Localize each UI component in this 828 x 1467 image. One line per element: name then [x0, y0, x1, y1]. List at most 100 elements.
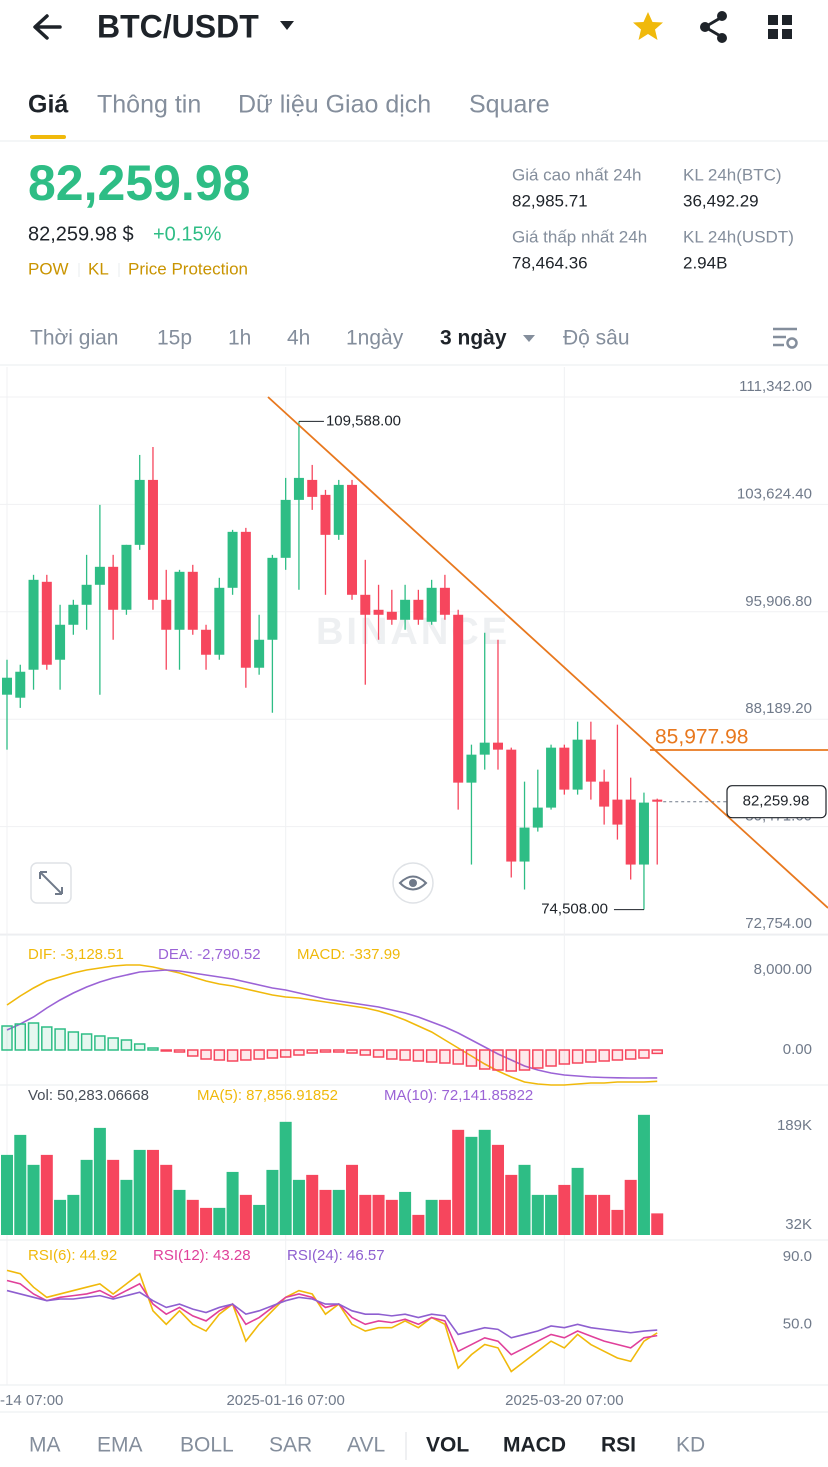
indicator-tab[interactable]: EMA [97, 1434, 143, 1457]
macd-bar [452, 1049, 464, 1065]
volume-bar [624, 1179, 637, 1235]
rsi-line [6, 1269, 658, 1373]
favorite-star[interactable] [633, 12, 663, 40]
candle-body [612, 799, 623, 825]
volume-bar [80, 1159, 93, 1235]
macd-bar [465, 1049, 478, 1067]
indicator-tab-active[interactable]: VOL [426, 1434, 469, 1457]
tab-active[interactable]: Giá [28, 91, 68, 119]
macd-bar [624, 1049, 637, 1060]
macd-bar [306, 1049, 318, 1054]
candle-body [492, 742, 503, 750]
tab[interactable]: Square [469, 91, 550, 119]
candle-body [293, 477, 304, 500]
candle-body [479, 742, 490, 755]
tag[interactable]: POW [28, 259, 69, 278]
candle-body [426, 587, 437, 622]
expand-button[interactable] [30, 862, 72, 904]
macd-bar [94, 1035, 106, 1051]
indicator-tab[interactable]: KD [676, 1434, 705, 1457]
volume-bar [584, 1194, 597, 1235]
candle-body [2, 677, 12, 695]
macd-bar [386, 1049, 398, 1060]
interval[interactable]: 4h [287, 327, 310, 350]
volume-bar [292, 1179, 305, 1235]
macd-bar [253, 1049, 265, 1060]
y-tick-label: 95,906.80 [745, 593, 812, 610]
stat-value: 78,464.36 [512, 253, 588, 272]
legend-label: MA(10): 72,141.85822 [384, 1087, 533, 1104]
grid-menu[interactable] [768, 15, 792, 39]
macd-bar [240, 1049, 252, 1061]
visibility-button[interactable] [392, 862, 434, 904]
candle-body [214, 587, 225, 655]
macd-bar [107, 1037, 119, 1051]
macd-bar [558, 1049, 571, 1065]
volume-bar [531, 1194, 544, 1235]
chart-settings[interactable] [773, 327, 798, 349]
macd-bar [571, 1049, 584, 1064]
indicator-tab-active[interactable]: RSI [601, 1434, 636, 1457]
pair-title[interactable]: BTC/USDT [97, 8, 259, 44]
macd-bar [425, 1049, 438, 1063]
candle-body [546, 747, 557, 808]
tab[interactable]: Dữ liệu Giao dịch [238, 91, 431, 119]
macd-bar [611, 1049, 624, 1061]
indicator-tab-active[interactable]: MACD [503, 1434, 566, 1457]
back-button[interactable] [33, 14, 62, 40]
volume-bar [173, 1189, 186, 1235]
y-tick-label: 50.0 [783, 1315, 812, 1332]
candle-body [201, 629, 212, 655]
volume-bar [412, 1214, 425, 1235]
tag[interactable]: KL [88, 259, 109, 278]
indicator-tab[interactable]: MA [29, 1434, 61, 1457]
extreme-label: 74,508.00 [541, 901, 608, 918]
indicator-tab[interactable]: SAR [269, 1434, 312, 1457]
indicator-tab[interactable]: AVL [347, 1434, 385, 1457]
chart-area: BINANCE -14 07:00 2025-01-16 07:00 2025-03… [0, 367, 828, 1409]
macd-bar [120, 1039, 133, 1051]
interval[interactable]: 15p [157, 327, 192, 350]
volume-bar [438, 1199, 451, 1235]
volume-bar [146, 1149, 159, 1235]
interval-dropdown[interactable] [523, 335, 535, 342]
indicator-tab[interactable]: BOLL [180, 1434, 234, 1457]
macd-bar [187, 1049, 199, 1057]
fiat-price: 82,259.98 $ [28, 223, 134, 245]
macd-bar [133, 1043, 146, 1051]
macd-bar [80, 1033, 93, 1051]
y-tick-label: 111,342.00 [739, 378, 812, 395]
volume-bar [319, 1189, 332, 1235]
macd-bar [279, 1049, 292, 1058]
interval[interactable]: Thời gian [30, 327, 118, 350]
candle-body [240, 531, 251, 668]
macd-bar [585, 1049, 597, 1063]
macd-bar [54, 1028, 66, 1051]
stat-value: 2.94B [683, 253, 727, 272]
interval[interactable]: Độ sâu [563, 327, 630, 350]
candle-body [55, 624, 66, 660]
volume-bar [637, 1114, 650, 1235]
macd-bar [478, 1049, 491, 1070]
interval[interactable]: 1ngày [346, 327, 404, 350]
volume-bar [200, 1207, 213, 1235]
macd-bar [67, 1031, 80, 1051]
volume-bar [120, 1179, 133, 1235]
candle-body [174, 571, 185, 630]
volume-bar [306, 1174, 319, 1235]
candle-body [506, 749, 517, 862]
interval-active[interactable]: 3 ngày [440, 327, 507, 350]
y-tick-label: 72,754.00 [745, 915, 812, 932]
share-button[interactable] [700, 11, 727, 43]
volume-bar [545, 1194, 558, 1235]
candle-body [68, 604, 79, 625]
stat-value: 82,985.71 [512, 191, 588, 210]
tab[interactable]: Thông tin [97, 91, 201, 119]
interval[interactable]: 1h [228, 327, 251, 350]
tag[interactable]: Price Protection [128, 259, 248, 278]
candle-body [15, 671, 26, 698]
volume-bar [385, 1199, 398, 1235]
pair-dropdown[interactable] [280, 21, 294, 30]
last-price: 82,259.98 [28, 155, 250, 211]
candle-body [108, 566, 119, 610]
